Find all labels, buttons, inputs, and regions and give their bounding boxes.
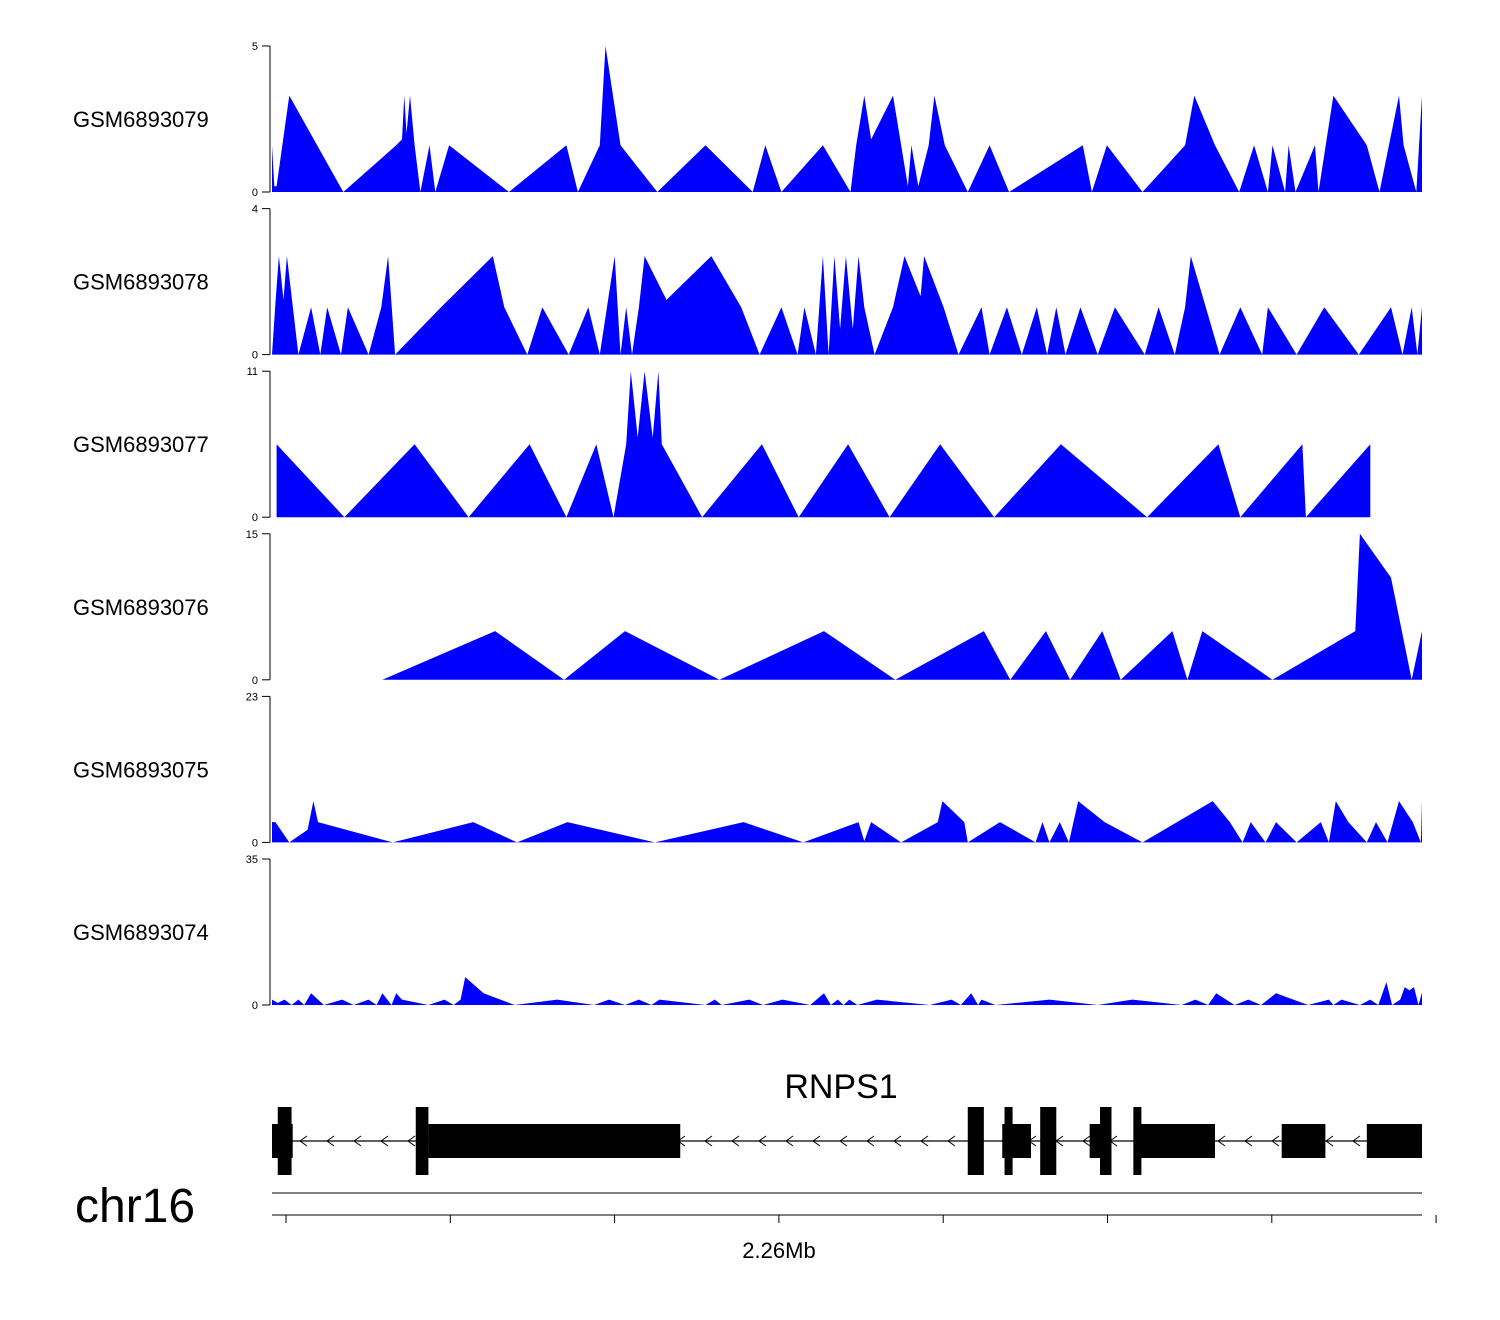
track-label: GSM6893076 <box>73 595 209 620</box>
track-GSM6893076: GSM6893076 15 0 <box>73 529 1422 687</box>
track-label: GSM6893078 <box>73 270 209 295</box>
genome-axis: chr16 2.26Mb <box>75 1180 1437 1263</box>
gene-utr-block <box>1281 1124 1326 1158</box>
chromosome-label: chr16 <box>75 1180 195 1233</box>
gene-exon-block <box>972 1107 984 1175</box>
strand-arrow <box>326 1135 335 1147</box>
coverage-signal <box>276 371 1371 518</box>
gene-label: RNPS1 <box>784 1068 897 1106</box>
track-y-min-label: 0 <box>252 350 258 362</box>
strand-arrow <box>866 1135 875 1147</box>
track-label: GSM6893077 <box>73 432 209 457</box>
track-label: GSM6893079 <box>73 107 209 132</box>
gene-exon-block <box>415 1107 429 1175</box>
strand-arrow <box>758 1135 767 1147</box>
gene-exon-block <box>1004 1107 1013 1175</box>
gene-exon-block <box>428 1124 681 1158</box>
track-y-max-label: 23 <box>246 691 258 703</box>
track-GSM6893077: GSM6893077 11 0 <box>73 366 1371 524</box>
gene-utr-block <box>1194 1124 1215 1158</box>
strand-arrow <box>1217 1135 1226 1147</box>
coverage-signal <box>272 256 1422 355</box>
track-GSM6893079: GSM6893079 5 0 <box>73 41 1422 199</box>
track-y-max-label: 15 <box>246 529 258 541</box>
gene-utr-block <box>1089 1124 1100 1158</box>
gene-utr-block <box>1366 1124 1422 1158</box>
gene-exon-block <box>1040 1107 1057 1175</box>
strand-arrow <box>407 1135 416 1147</box>
gene-exon-block <box>1133 1107 1142 1175</box>
track-label: GSM6893075 <box>73 757 209 782</box>
strand-arrow <box>1082 1135 1091 1147</box>
strand-arrow <box>947 1135 956 1147</box>
strand-arrow <box>1352 1135 1361 1147</box>
track-y-max-label: 35 <box>246 854 258 866</box>
track-y-min-label: 0 <box>252 187 258 199</box>
strand-arrow <box>812 1135 821 1147</box>
strand-arrow <box>704 1135 713 1147</box>
track-y-max-label: 5 <box>252 41 258 53</box>
gene-exon-block <box>967 1107 975 1175</box>
track-GSM6893074: GSM6893074 35 0 <box>73 854 1422 1012</box>
coverage-signal <box>272 46 1422 192</box>
strand-arrow <box>785 1135 794 1147</box>
strand-arrow <box>893 1135 902 1147</box>
coverage-signal <box>272 977 1422 1005</box>
track-y-max-label: 4 <box>252 204 258 216</box>
track-y-max-label: 11 <box>247 366 258 378</box>
strand-arrow <box>299 1135 308 1147</box>
gene-track: RNPS1 <box>272 1068 1422 1175</box>
gene-exon-block <box>277 1107 292 1175</box>
track-label: GSM6893074 <box>73 920 209 945</box>
strand-arrow <box>353 1135 362 1147</box>
strand-arrow <box>731 1135 740 1147</box>
signal-tracks: GSM689307950GSM689307840GSM6893077110GSM… <box>73 41 1422 1012</box>
gene-exon-block <box>1100 1107 1112 1175</box>
strand-arrow <box>839 1135 848 1147</box>
coverage-signal <box>382 533 1422 680</box>
coverage-signal <box>272 801 1422 843</box>
track-y-min-label: 0 <box>252 837 258 849</box>
track-GSM6893075: GSM6893075 23 0 <box>73 691 1422 849</box>
gene-exon-block <box>1141 1124 1197 1158</box>
strand-arrow <box>1271 1135 1280 1147</box>
strand-arrow <box>920 1135 929 1147</box>
track-y-min-label: 0 <box>252 1000 258 1012</box>
track-y-min-label: 0 <box>252 512 258 524</box>
strand-arrow <box>1325 1135 1334 1147</box>
strand-arrow <box>380 1135 389 1147</box>
strand-arrow <box>1244 1135 1253 1147</box>
track-GSM6893078: GSM6893078 4 0 <box>73 204 1422 362</box>
track-y-min-label: 0 <box>252 675 258 687</box>
genome-axis-tick-label: 2.26Mb <box>742 1238 815 1263</box>
